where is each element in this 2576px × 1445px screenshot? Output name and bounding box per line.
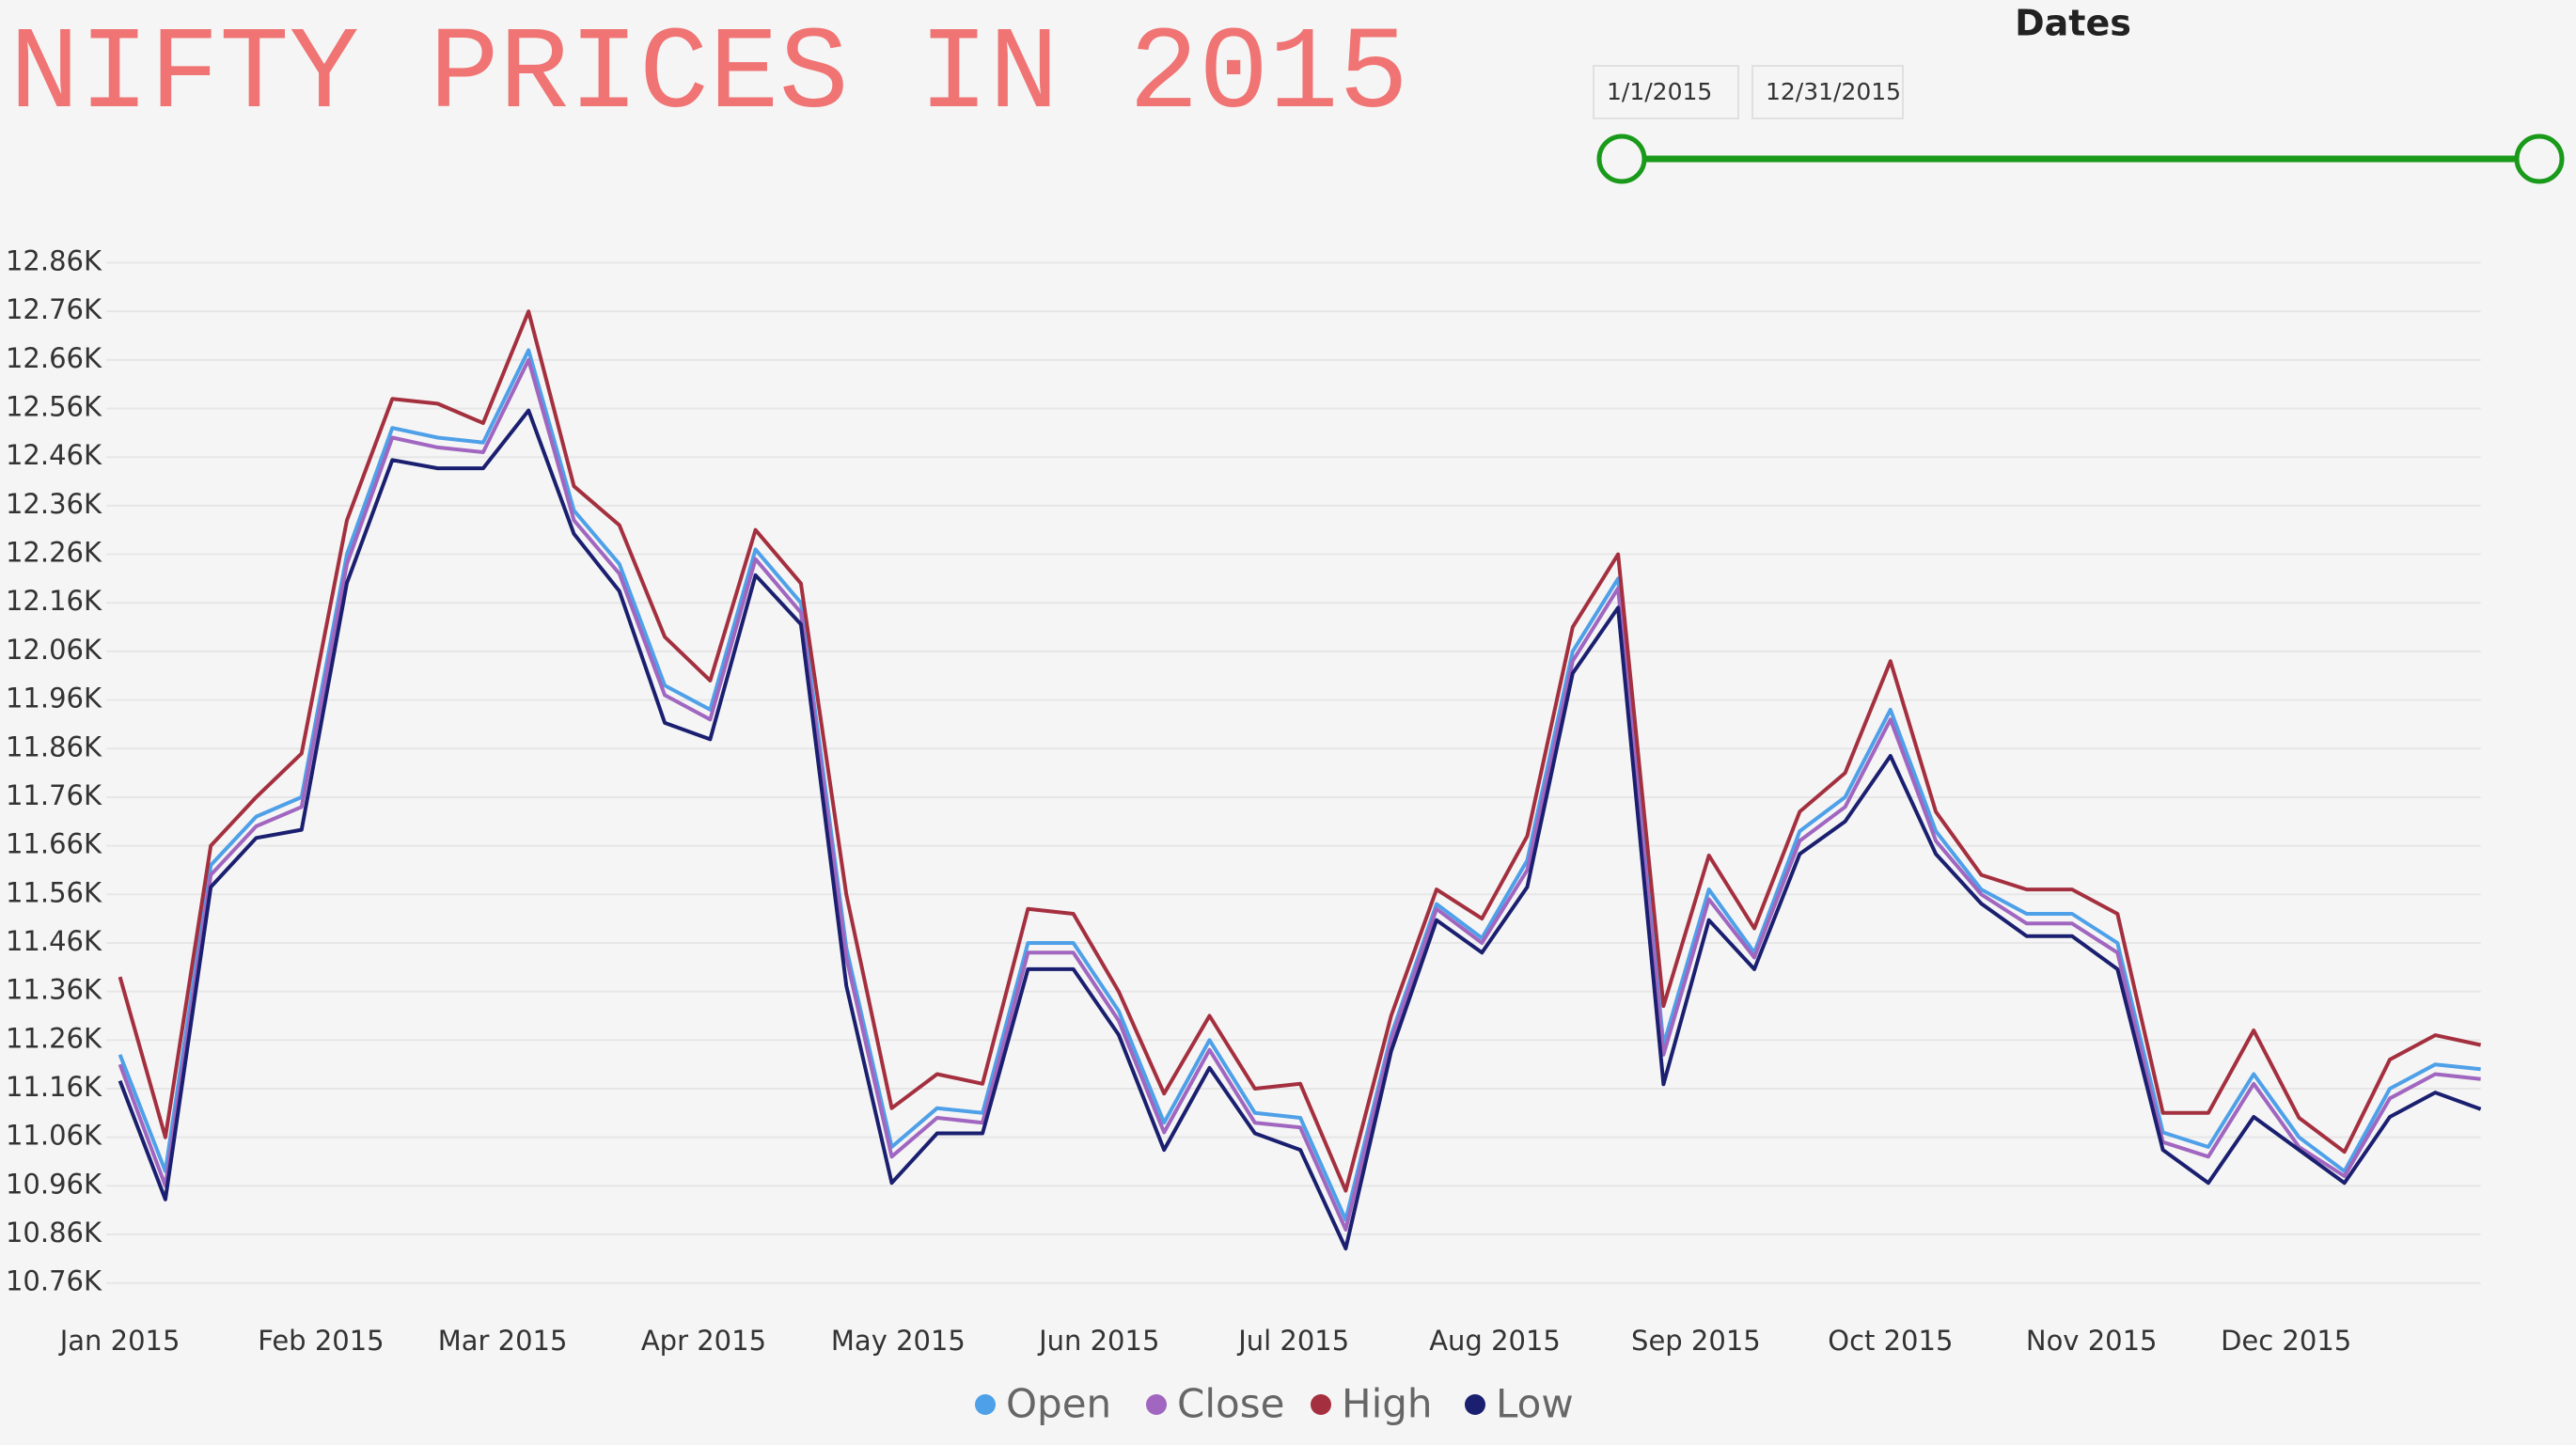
y-tick-label: 11.06K bbox=[6, 1120, 102, 1152]
slider-end-handle[interactable] bbox=[2514, 134, 2565, 184]
series-line bbox=[118, 348, 2481, 1222]
y-tick-label: 11.56K bbox=[6, 876, 102, 908]
legend-marker bbox=[975, 1394, 996, 1415]
y-tick-label: 12.46K bbox=[6, 439, 102, 471]
x-tick-label: Nov 2015 bbox=[2026, 1325, 2158, 1357]
series-line bbox=[118, 357, 2481, 1232]
x-tick-label: Mar 2015 bbox=[438, 1325, 568, 1357]
x-tick-label: Sep 2015 bbox=[1631, 1325, 1761, 1357]
legend-marker bbox=[1465, 1394, 1485, 1415]
legend-marker bbox=[1146, 1394, 1167, 1415]
y-tick-label: 11.26K bbox=[6, 1022, 102, 1054]
legend-label: Close bbox=[1177, 1381, 1284, 1427]
start-date-box[interactable] bbox=[1593, 65, 1739, 119]
y-tick-label: 11.66K bbox=[6, 828, 102, 860]
y-tick-label: 12.16K bbox=[6, 585, 102, 617]
y-tick-label: 12.66K bbox=[6, 342, 102, 374]
x-tick-label: May 2015 bbox=[831, 1325, 966, 1357]
y-tick-label: 12.26K bbox=[6, 537, 102, 569]
x-tick-label: Feb 2015 bbox=[258, 1325, 384, 1357]
y-tick-label: 12.06K bbox=[6, 634, 102, 666]
x-tick-label: Apr 2015 bbox=[641, 1325, 766, 1357]
y-tick-label: 11.16K bbox=[6, 1071, 102, 1103]
y-tick-label: 10.76K bbox=[6, 1265, 102, 1297]
y-tick-label: 11.76K bbox=[6, 779, 102, 811]
series-line bbox=[118, 408, 2482, 1250]
end-date-box[interactable] bbox=[1751, 65, 1904, 119]
y-tick-label: 11.36K bbox=[6, 974, 102, 1006]
y-tick-label: 10.86K bbox=[6, 1217, 102, 1249]
y-tick-label: 12.76K bbox=[6, 293, 102, 325]
legend-label: Low bbox=[1496, 1381, 1574, 1427]
y-tick-label: 11.96K bbox=[6, 683, 102, 715]
legend: Open Close High Low bbox=[975, 1381, 1574, 1427]
x-tick-label: Dec 2015 bbox=[2221, 1325, 2351, 1357]
date-slicer[interactable]: Dates 1/1/2015 12/31/2015 bbox=[1593, 3, 2565, 184]
x-tick-label: Jun 2015 bbox=[1037, 1325, 1159, 1357]
slicer-title: Dates bbox=[2015, 3, 2131, 44]
y-tick-label: 10.96K bbox=[6, 1168, 102, 1200]
x-tick-label: Jul 2015 bbox=[1236, 1325, 1349, 1357]
y-tick-label: 12.36K bbox=[6, 488, 102, 520]
legend-label: Open bbox=[1006, 1381, 1111, 1427]
end-date[interactable]: 12/31/2015 bbox=[1766, 78, 1901, 105]
y-tick-label: 12.56K bbox=[6, 391, 102, 423]
x-tick-label: Jan 2015 bbox=[58, 1325, 181, 1357]
start-date[interactable]: 1/1/2015 bbox=[1607, 78, 1712, 105]
y-tick-label: 11.46K bbox=[6, 925, 102, 957]
legend-marker bbox=[1311, 1394, 1331, 1415]
y-tick-label: 12.86K bbox=[6, 245, 102, 277]
slider-start-handle[interactable] bbox=[1596, 134, 1647, 184]
y-tick-label: 11.86K bbox=[6, 730, 102, 762]
x-tick-label: Aug 2015 bbox=[1429, 1325, 1561, 1357]
legend-label: High bbox=[1342, 1381, 1433, 1427]
series-line bbox=[118, 309, 2482, 1193]
x-tick-label: Oct 2015 bbox=[1828, 1325, 1953, 1357]
page-title: NIFTY PRICES IN 2015 bbox=[9, 10, 1408, 142]
